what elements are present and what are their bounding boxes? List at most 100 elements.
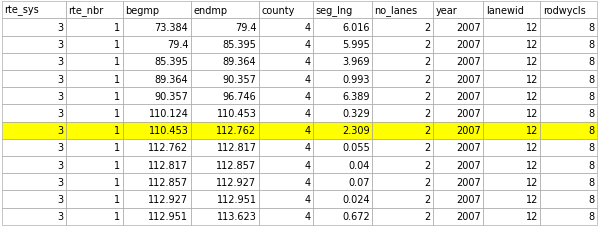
Bar	[372, 156, 433, 173]
Bar	[372, 105, 433, 122]
Bar	[483, 156, 540, 173]
Bar	[190, 190, 259, 208]
Text: 6.389: 6.389	[342, 91, 370, 101]
Text: 12: 12	[525, 57, 538, 67]
Bar	[66, 156, 123, 173]
Bar	[483, 173, 540, 190]
Bar	[540, 122, 597, 139]
Text: 8: 8	[589, 74, 595, 84]
Text: 8: 8	[589, 143, 595, 153]
Text: 1: 1	[114, 211, 120, 221]
Bar	[433, 122, 483, 139]
Bar	[540, 208, 597, 225]
Text: 112.817: 112.817	[216, 143, 256, 153]
Text: 112.762: 112.762	[216, 126, 256, 136]
Text: 0.07: 0.07	[348, 177, 370, 187]
Text: 0.993: 0.993	[342, 74, 370, 84]
Text: 110.124: 110.124	[149, 109, 188, 118]
Bar	[190, 208, 259, 225]
Text: 3: 3	[57, 160, 63, 170]
Text: 2007: 2007	[456, 91, 481, 101]
Text: 2007: 2007	[456, 109, 481, 118]
Bar	[190, 2, 259, 19]
Bar	[190, 156, 259, 173]
Text: rte_sys: rte_sys	[4, 6, 39, 16]
Bar	[123, 71, 190, 88]
Text: 112.951: 112.951	[216, 194, 256, 204]
Bar	[190, 122, 259, 139]
Text: 8: 8	[589, 160, 595, 170]
Text: 12: 12	[525, 143, 538, 153]
Text: 3: 3	[57, 177, 63, 187]
Text: 12: 12	[525, 23, 538, 33]
Text: 112.817: 112.817	[149, 160, 188, 170]
Bar	[259, 105, 313, 122]
Bar	[2, 2, 66, 19]
Text: 1: 1	[114, 40, 120, 50]
Text: 12: 12	[525, 91, 538, 101]
Text: 2.309: 2.309	[342, 126, 370, 136]
Text: 12: 12	[525, 177, 538, 187]
Bar	[2, 190, 66, 208]
Bar	[483, 122, 540, 139]
Text: 2007: 2007	[456, 194, 481, 204]
Bar	[313, 156, 372, 173]
Text: 3: 3	[57, 211, 63, 221]
Bar	[2, 88, 66, 105]
Bar	[66, 190, 123, 208]
Bar	[372, 139, 433, 156]
Text: no_lanes: no_lanes	[374, 5, 418, 16]
Bar	[313, 173, 372, 190]
Text: 2: 2	[425, 211, 431, 221]
Text: 8: 8	[589, 91, 595, 101]
Text: 3: 3	[57, 74, 63, 84]
Text: 0.04: 0.04	[349, 160, 370, 170]
Bar	[123, 19, 190, 37]
Bar	[372, 37, 433, 54]
Bar	[66, 37, 123, 54]
Text: 8: 8	[589, 109, 595, 118]
Bar	[372, 190, 433, 208]
Bar	[123, 156, 190, 173]
Bar	[313, 88, 372, 105]
Bar	[259, 88, 313, 105]
Text: 2: 2	[425, 23, 431, 33]
Bar	[66, 71, 123, 88]
Text: 12: 12	[525, 40, 538, 50]
Text: 3: 3	[57, 40, 63, 50]
Text: 2007: 2007	[456, 177, 481, 187]
Bar	[313, 2, 372, 19]
Bar	[372, 19, 433, 37]
Text: 4: 4	[304, 74, 311, 84]
Bar	[66, 122, 123, 139]
Text: 89.364: 89.364	[223, 57, 256, 67]
Text: 2: 2	[425, 177, 431, 187]
Text: 3: 3	[57, 23, 63, 33]
Text: 1: 1	[114, 23, 120, 33]
Text: 12: 12	[525, 74, 538, 84]
Text: 112.927: 112.927	[216, 177, 256, 187]
Text: 8: 8	[589, 126, 595, 136]
Bar	[372, 122, 433, 139]
Bar	[190, 71, 259, 88]
Bar	[540, 190, 597, 208]
Bar	[313, 105, 372, 122]
Bar	[433, 71, 483, 88]
Text: 8: 8	[589, 40, 595, 50]
Bar	[66, 139, 123, 156]
Text: 2: 2	[425, 57, 431, 67]
Text: endmp: endmp	[193, 6, 227, 16]
Bar	[433, 139, 483, 156]
Bar	[123, 122, 190, 139]
Text: 12: 12	[525, 211, 538, 221]
Bar	[2, 208, 66, 225]
Text: 4: 4	[304, 109, 311, 118]
Bar	[483, 2, 540, 19]
Text: 112.927: 112.927	[148, 194, 188, 204]
Bar	[2, 71, 66, 88]
Text: 2007: 2007	[456, 23, 481, 33]
Text: 2007: 2007	[456, 74, 481, 84]
Text: 79.4: 79.4	[167, 40, 188, 50]
Text: 12: 12	[525, 126, 538, 136]
Text: 73.384: 73.384	[155, 23, 188, 33]
